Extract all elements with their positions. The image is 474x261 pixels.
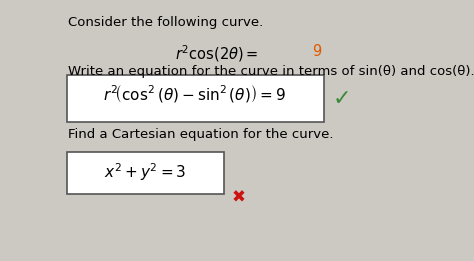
Text: $9$: $9$ [312,43,322,59]
Text: $x^2 + y^2 = 3$: $x^2 + y^2 = 3$ [104,161,186,183]
Text: ✖: ✖ [232,189,246,207]
Text: $r^2\!\left(\cos^2(\theta) - \sin^2(\theta)\right) = 9$: $r^2\!\left(\cos^2(\theta) - \sin^2(\the… [103,82,286,104]
FancyBboxPatch shape [67,152,224,194]
Text: Consider the following curve.: Consider the following curve. [68,16,263,29]
Text: Find a Cartesian equation for the curve.: Find a Cartesian equation for the curve. [68,128,334,141]
Text: $r^2 \cos(2\theta) =$: $r^2 \cos(2\theta) =$ [175,43,259,64]
Text: Write an equation for the curve in terms of sin(θ) and cos(θ).: Write an equation for the curve in terms… [68,65,474,78]
FancyBboxPatch shape [67,75,324,122]
Text: ✓: ✓ [333,89,352,109]
